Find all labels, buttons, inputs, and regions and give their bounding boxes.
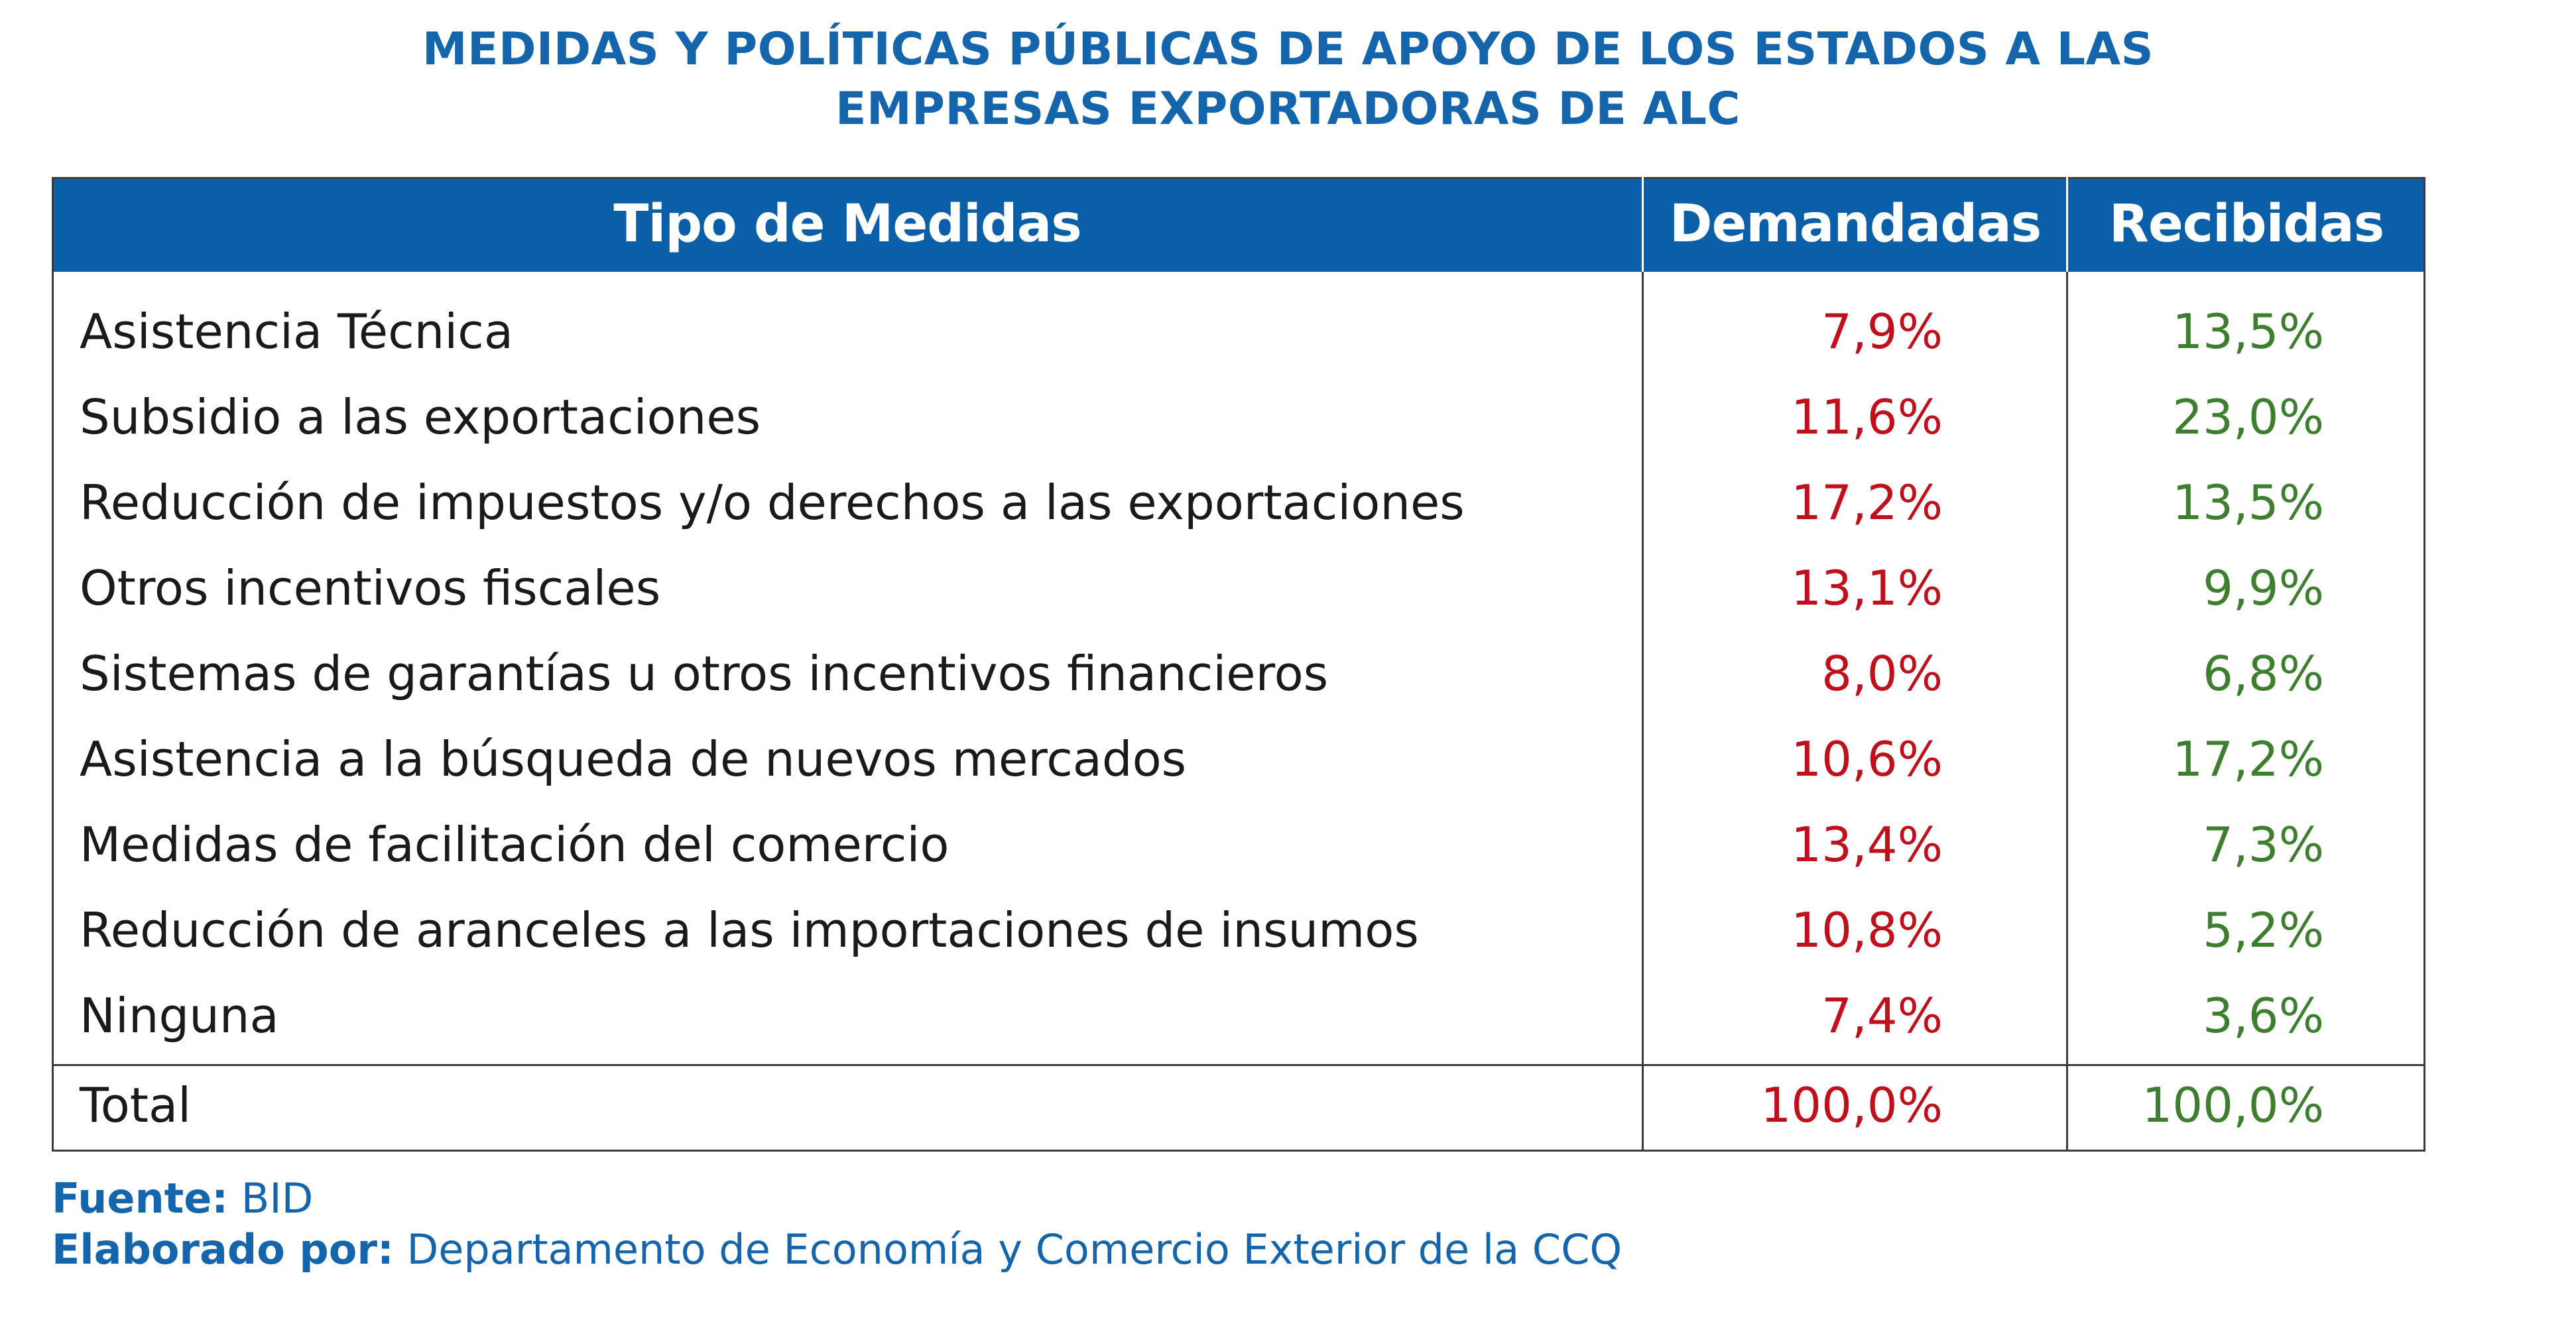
author-note: Elaborado por: Departamento de Economía … — [52, 1223, 1622, 1276]
row-demandadas-value: 7,9% — [1821, 304, 1943, 359]
total-separator — [52, 1064, 2425, 1066]
table-header — [52, 177, 2425, 272]
row-recibidas-value: 9,9% — [2203, 560, 2324, 616]
row-recibidas-value: 23,0% — [2172, 389, 2324, 445]
chart-title-line-1: MEDIDAS Y POLÍTICAS PÚBLICAS DE APOYO DE… — [422, 23, 2154, 76]
total-label: Total — [80, 1077, 192, 1133]
total-recibidas: 100,0% — [2142, 1077, 2324, 1133]
total-demandadas: 100,0% — [1760, 1077, 1943, 1133]
column-divider-2 — [2066, 272, 2068, 1152]
column-header-tipo: Tipo de Medidas — [613, 194, 1081, 254]
row-label: Medidas de facilitación del comercio — [80, 817, 950, 872]
source-note: Fuente: BID — [52, 1172, 313, 1225]
row-recibidas-value: 5,2% — [2203, 902, 2324, 958]
row-recibidas-value: 3,6% — [2203, 988, 2324, 1044]
source-value: BID — [241, 1174, 314, 1223]
chart-title-line-2: EMPRESAS EXPORTADORAS DE ALC — [835, 83, 1741, 135]
source-label: Fuente: — [52, 1174, 229, 1223]
header-divider-2 — [2066, 177, 2068, 272]
row-label: Reducción de aranceles a las importacion… — [80, 902, 1419, 958]
row-demandadas-value: 13,4% — [1791, 817, 1943, 872]
row-recibidas-value: 6,8% — [2203, 646, 2324, 701]
row-label: Asistencia a la búsqueda de nuevos merca… — [80, 731, 1187, 787]
row-demandadas-value: 10,6% — [1791, 731, 1943, 787]
author-label: Elaborado por: — [52, 1225, 394, 1274]
row-demandadas-value: 7,4% — [1821, 988, 1943, 1044]
row-demandadas-value: 10,8% — [1791, 902, 1943, 958]
row-label: Ninguna — [80, 988, 279, 1044]
row-label: Reducción de impuestos y/o derechos a la… — [80, 475, 1465, 530]
row-recibidas-value: 7,3% — [2203, 817, 2324, 872]
row-recibidas-value: 17,2% — [2172, 731, 2324, 787]
table-frame — [52, 177, 2425, 1152]
header-divider-1 — [1642, 177, 1644, 272]
author-value: Departamento de Economía y Comercio Exte… — [406, 1225, 1623, 1274]
row-demandadas-value: 8,0% — [1821, 646, 1943, 701]
row-demandadas-value: 13,1% — [1791, 560, 1943, 616]
row-demandadas-value: 17,2% — [1791, 475, 1943, 530]
row-label: Otros incentivos fiscales — [80, 560, 661, 616]
row-label: Sistemas de garantías u otros incentivos… — [80, 646, 1329, 701]
row-recibidas-value: 13,5% — [2172, 475, 2324, 530]
column-divider-1 — [1642, 272, 1644, 1152]
row-demandadas-value: 11,6% — [1791, 389, 1943, 445]
row-label: Subsidio a las exportaciones — [80, 389, 761, 445]
row-recibidas-value: 13,5% — [2172, 304, 2324, 359]
row-label: Asistencia Técnica — [80, 304, 514, 359]
column-header-demandadas: Demandadas — [1669, 194, 2042, 254]
column-header-recibidas: Recibidas — [2109, 194, 2384, 254]
